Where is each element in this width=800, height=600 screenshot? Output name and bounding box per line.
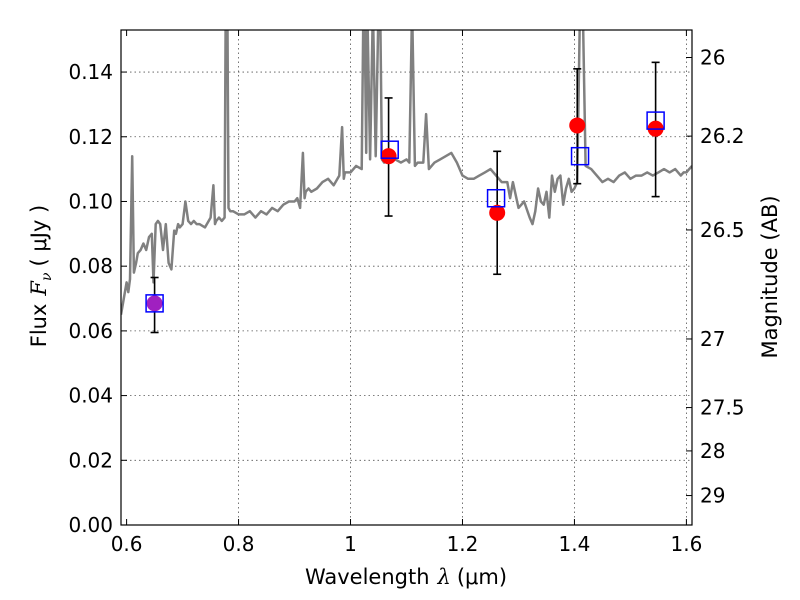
y-tick-label: 0.04 [68, 384, 113, 408]
x-tick-label: 1.4 [559, 532, 591, 556]
plot-frame [120, 29, 693, 526]
spectrum-line [121, 30, 692, 315]
y-tick-label: 0.10 [68, 189, 113, 213]
y2-tick-label: 28 [700, 439, 725, 463]
model-point [380, 140, 399, 159]
model-point [145, 294, 164, 313]
y2-tick-label: 26.2 [700, 124, 745, 148]
y2-tick-label: 27 [700, 327, 725, 351]
y-tick-label: 0.02 [68, 448, 113, 472]
x-tick-label: 0.6 [111, 532, 143, 556]
model-point [646, 111, 665, 130]
observed-point [489, 204, 506, 221]
y2-tick-label: 26.5 [700, 218, 745, 242]
y-tick-label: 0.08 [68, 254, 113, 278]
observed-point [146, 295, 163, 312]
x-tick-label: 1.2 [447, 532, 479, 556]
y2-tick-label: 27.5 [700, 396, 745, 420]
data-points [145, 61, 665, 334]
x-tick-label: 1.6 [670, 532, 702, 556]
x-axis-label: Wavelength λ (μm) [305, 565, 507, 589]
y-tick-label: 0.12 [68, 125, 113, 149]
y-tick-label: 0.06 [68, 319, 113, 343]
plot-area [121, 30, 692, 315]
y2-tick-label: 29 [700, 484, 725, 508]
y2-axis-label: Magnitude (AB) [758, 195, 782, 358]
y-axis-label: FluxFν( μJy ) [27, 205, 55, 347]
x-tick-label: 0.8 [223, 532, 255, 556]
model-point [486, 188, 506, 208]
x-tick-label: 1 [344, 532, 357, 556]
y-tick-label: 0.00 [68, 513, 113, 537]
y2-tick-label: 26 [700, 46, 725, 70]
grid [121, 30, 692, 525]
observed-point [569, 117, 586, 134]
y-tick-label: 0.14 [68, 60, 113, 84]
model-point [570, 146, 590, 166]
observed-point [380, 148, 397, 165]
axes: 0.6 0.8 1 1.2 1.4 1.6 0.00 0.02 0.04 0.06 0.08 0.10… [68, 30, 745, 556]
